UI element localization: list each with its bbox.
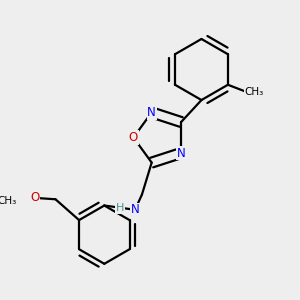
Text: N: N bbox=[177, 146, 185, 160]
Text: O: O bbox=[129, 131, 138, 144]
Text: N: N bbox=[130, 203, 140, 216]
Text: CH₃: CH₃ bbox=[0, 196, 16, 206]
Text: N: N bbox=[147, 106, 156, 119]
Text: O: O bbox=[30, 191, 39, 204]
Text: H: H bbox=[116, 203, 124, 213]
Text: CH₃: CH₃ bbox=[244, 87, 263, 97]
